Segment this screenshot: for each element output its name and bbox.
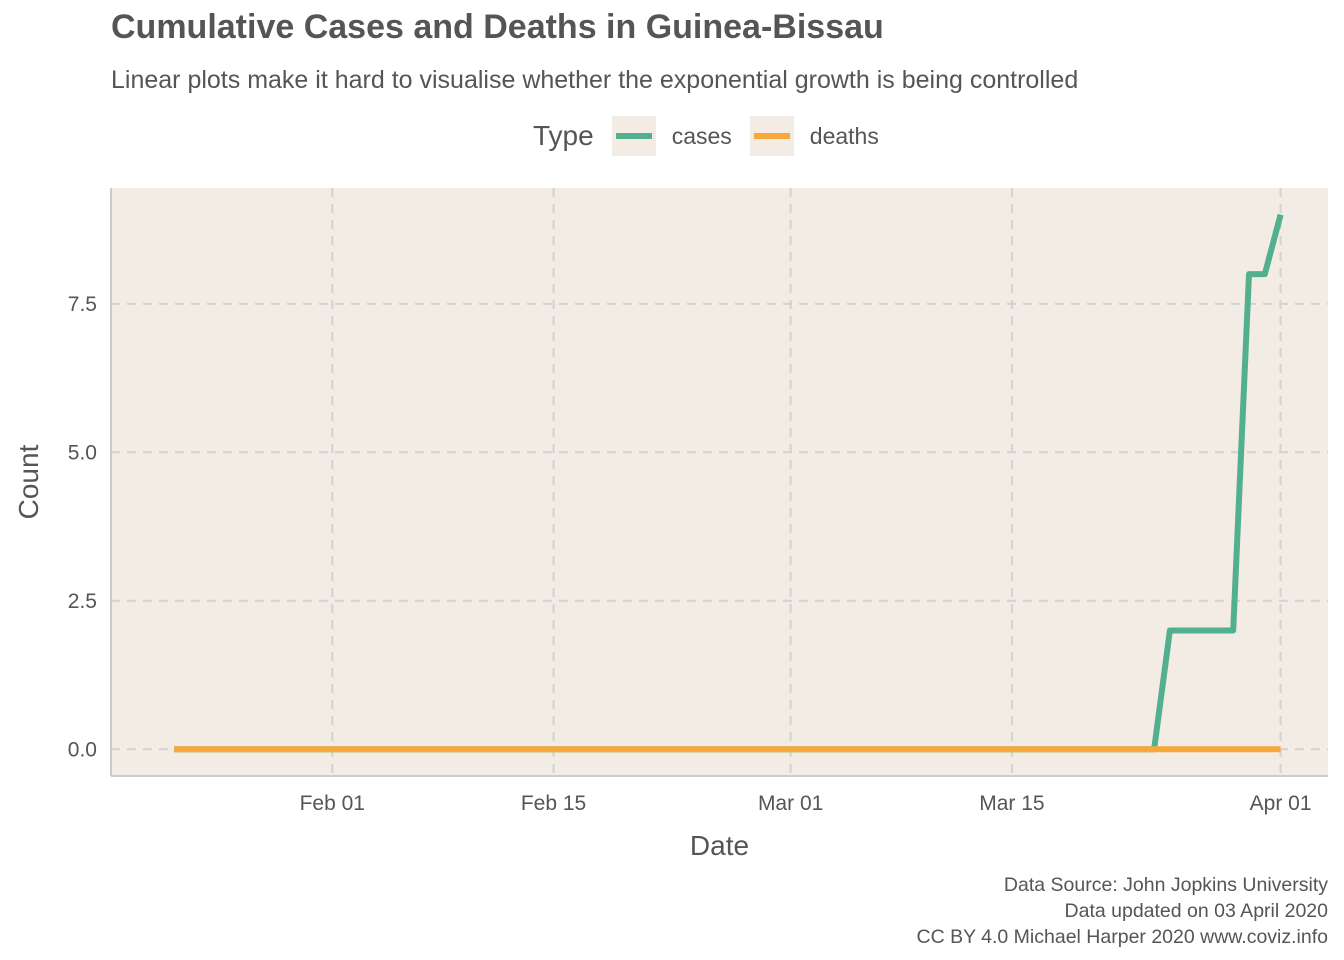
x-tick-label: Feb 15 (521, 792, 586, 815)
x-tick-label: Apr 01 (1250, 792, 1312, 815)
chart-title: Cumulative Cases and Deaths in Guinea-Bi… (111, 8, 884, 46)
legend-item-cases: cases (611, 116, 732, 156)
caption-source: Data Source: John Jopkins University (1003, 874, 1328, 896)
plot-panel (111, 188, 1328, 776)
y-tick-label: 7.5 (68, 293, 97, 316)
x-tick-label: Mar 15 (979, 792, 1044, 815)
caption-license: CC BY 4.0 Michael Harper 2020 www.coviz.… (916, 926, 1329, 948)
caption-updated: Data updated on 03 April 2020 (1064, 900, 1328, 922)
legend-label-cases: cases (671, 122, 732, 149)
legend-key-deaths (749, 116, 794, 156)
x-tick-label: Feb 01 (300, 792, 365, 815)
x-tick-label: Mar 01 (758, 792, 823, 815)
series-line-cases (174, 213, 1284, 753)
caption: Data Source: John Jopkins University Dat… (917, 872, 1329, 950)
legend-title: Type (533, 120, 594, 151)
chart-subtitle: Linear plots make it hard to visualise w… (111, 66, 1079, 94)
legend-key-cases (611, 116, 656, 156)
y-tick-label: 5.0 (68, 441, 97, 464)
legend: Type cases deaths (533, 116, 897, 156)
y-tick-label: 2.5 (68, 590, 97, 613)
y-axis-title: Count (13, 444, 44, 519)
x-axis-title: Date (690, 830, 749, 861)
legend-label-deaths: deaths (809, 122, 879, 149)
y-tick-label: 0.0 (68, 738, 97, 761)
legend-item-deaths: deaths (749, 116, 879, 156)
